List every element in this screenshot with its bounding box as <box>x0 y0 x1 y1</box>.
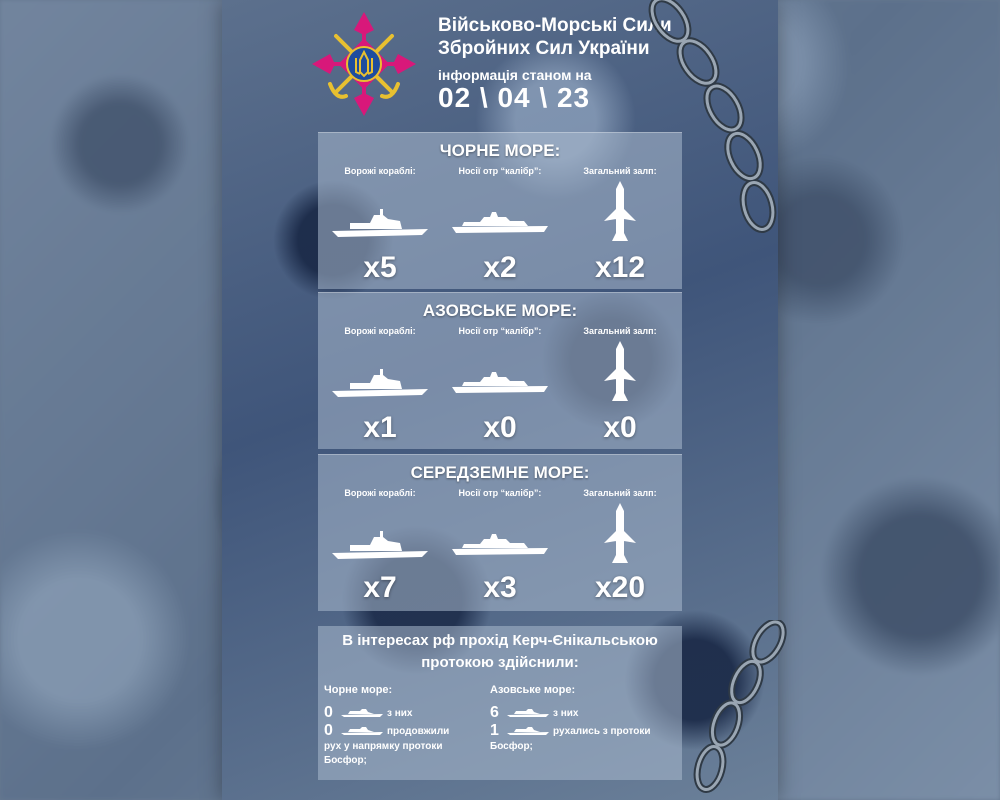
kalibr-carriers-label: Носії отр “калібр”: <box>458 326 542 336</box>
ship-mini-icon <box>341 709 383 717</box>
black-sea-row-2: 0 продовжили <box>324 722 449 740</box>
kalibr-carriers-label: Носії отр “калібр”: <box>458 166 542 176</box>
right-blur-margin <box>778 0 1000 800</box>
kalibr-carriers-column: Носії отр “калібр”: x3 <box>440 455 560 611</box>
missile-icon <box>604 341 636 401</box>
enemy-ships-column: Ворожі кораблі: x7 <box>320 455 440 611</box>
panel-azov-sea: АЗОВСЬКЕ МОРЕ: Ворожі кораблі: x1 Носії … <box>318 292 682 449</box>
azov-sea-extra-1: Босфор; <box>490 741 533 752</box>
total-salvo-column: Загальний залп: x12 <box>560 133 680 289</box>
info-as-of-label: інформація станом на <box>438 67 592 83</box>
total-salvo-count: x0 <box>603 411 637 444</box>
enemy-ships-label: Ворожі кораблі: <box>344 488 416 498</box>
black-sea-row-2-text: продовжили <box>387 725 450 737</box>
panel-title: АЗОВСЬКЕ МОРЕ: <box>422 301 578 320</box>
kalibr-carriers-column: Носії отр “калібр”: x0 <box>440 293 560 449</box>
total-salvo-count: x20 <box>594 571 646 604</box>
kalibr-carriers-count: x3 <box>483 571 517 604</box>
black-sea-passed-count: 0 <box>324 704 333 721</box>
title-line-1: Військово-Морські Сили <box>438 15 672 36</box>
cruiser-icon <box>452 534 548 555</box>
black-sea-extra-2: Босфор; <box>324 755 367 766</box>
azov-sea-row-2-text: рухались з протоки <box>553 725 651 737</box>
total-salvo-label: Загальний залп: <box>583 166 657 176</box>
kalibr-carriers-count: x2 <box>483 251 517 284</box>
strait-heading-line-2: протокою здійснили: <box>421 654 579 671</box>
report-date: 02 \ 04 \ 23 <box>438 82 591 113</box>
azov-sea-passed-count: 6 <box>490 704 499 721</box>
panel-black-sea: ЧОРНЕ МОРЕ: Ворожі кораблі: x5 Носії отр… <box>318 132 682 289</box>
enemy-ships-column: Ворожі кораблі: x1 <box>320 293 440 449</box>
black-sea-row-1-text: з них <box>387 707 413 719</box>
enemy-ships-label: Ворожі кораблі: <box>344 326 416 336</box>
enemy-ships-column: Ворожі кораблі: x5 <box>320 133 440 289</box>
strait-black-sea: Чорне море: 0 з них 0 продовжили рух у н… <box>324 684 449 768</box>
azov-sea-row-1-text: з них <box>553 707 579 719</box>
enemy-ships-label: Ворожі кораблі: <box>344 166 416 176</box>
total-salvo-column: Загальний залп: x0 <box>560 293 680 449</box>
azov-sea-row-2: 1 рухались з протоки <box>490 722 651 740</box>
cruiser-icon <box>452 372 548 393</box>
kalibr-carriers-column: Носії отр “калібр”: x2 <box>440 133 560 289</box>
warship-icon <box>332 531 428 559</box>
black-sea-continued-count: 0 <box>324 722 333 739</box>
strait-heading: В інтересах рф прохід Керч-Єнікальською … <box>318 630 682 674</box>
ship-mini-icon <box>341 727 383 735</box>
page-title: Військово-Морські Сили Збройних Сил Укра… <box>438 14 672 60</box>
ship-mini-icon <box>507 727 549 735</box>
strait-heading-line-1: В інтересах рф прохід Керч-Єнікальською <box>342 632 658 649</box>
warship-icon <box>332 369 428 397</box>
left-blur-margin <box>0 0 222 800</box>
black-sea-label: Чорне море: <box>324 684 393 696</box>
azov-sea-label: Азовське море: <box>490 684 576 696</box>
strait-azov-sea: Азовське море: 6 з них 1 рухались з прот… <box>490 684 651 754</box>
title-line-2: Збройних Сил України <box>438 38 650 59</box>
black-sea-row-1: 0 з них <box>324 704 449 722</box>
azov-sea-from-bosphorus-count: 1 <box>490 722 499 739</box>
missile-icon <box>604 503 636 563</box>
black-sea-extra-1: рух у напрямку протоки <box>324 741 443 752</box>
total-salvo-count: x12 <box>594 251 646 284</box>
cruiser-icon <box>452 212 548 233</box>
missile-icon <box>604 181 636 241</box>
panel-title: ЧОРНЕ МОРЕ: <box>439 141 561 160</box>
panel-title: СЕРЕДЗЕМНЕ МОРЕ: <box>410 463 590 482</box>
infographic-poster: Військово-Морські Сили Збройних Сил Укра… <box>222 0 778 800</box>
total-salvo-label: Загальний залп: <box>583 326 657 336</box>
panel-mediterranean-sea: СЕРЕДЗЕМНЕ МОРЕ: Ворожі кораблі: x7 Носі… <box>318 454 682 611</box>
navy-emblem-icon <box>312 12 416 116</box>
enemy-ships-count: x1 <box>363 411 397 444</box>
azov-sea-row-1: 6 з них <box>490 704 651 722</box>
kalibr-carriers-label: Носії отр “калібр”: <box>458 488 542 498</box>
strait-passage-panel: В інтересах рф прохід Керч-Єнікальською … <box>318 626 682 780</box>
enemy-ships-count: x5 <box>363 251 397 284</box>
ship-mini-icon <box>507 709 549 717</box>
kalibr-carriers-count: x0 <box>483 411 517 444</box>
enemy-ships-count: x7 <box>363 571 397 604</box>
chain-icon <box>693 620 787 793</box>
chain-icon <box>648 0 777 233</box>
warship-icon <box>332 209 428 237</box>
total-salvo-label: Загальний залп: <box>583 488 657 498</box>
total-salvo-column: Загальний залп: x20 <box>560 455 680 611</box>
